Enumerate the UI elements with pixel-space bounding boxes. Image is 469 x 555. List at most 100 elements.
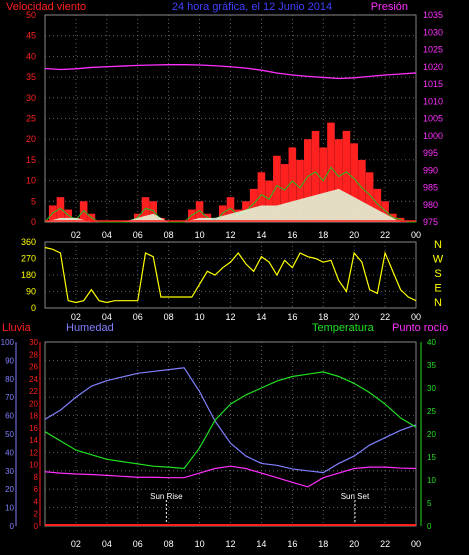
graph-date-title: 24 hora gráfica, el 12 Junio 2014 (172, 1, 332, 13)
pressure-y-tick-label: 975 (423, 217, 438, 227)
direction-x-tick-label: 16 (287, 312, 297, 322)
rain-y-tick-label: 0 (34, 522, 39, 531)
wind-average-area (45, 188, 416, 222)
direction-y-tick-label: 0 (31, 303, 36, 313)
wind-gust-bar (365, 172, 374, 222)
temp-x-tick-label: 18 (318, 539, 328, 549)
compass-label: N (434, 297, 442, 309)
humidity-line (44, 367, 417, 474)
wind-gust-bar (273, 155, 281, 222)
pressure-title: Presión (371, 1, 408, 13)
wind-gust-bar (342, 130, 351, 222)
wind-gust-bar (334, 139, 343, 222)
temp-x-tick-label: 16 (287, 539, 297, 549)
rain-y-tick-label: 16 (29, 424, 38, 433)
rain-y-tick-label: 22 (29, 387, 38, 396)
compass-label: W (433, 254, 444, 266)
wind-x-tick-label: 00 (411, 230, 421, 240)
wind-gust-bar (48, 205, 57, 222)
sunset-label: Sun Set (341, 492, 370, 501)
direction-y-tick-label: 90 (26, 287, 36, 297)
direction-x-tick-label: 12 (225, 312, 235, 322)
wind-x-tick-label: 04 (102, 230, 112, 240)
pressure-y-tick-label: 1005 (423, 114, 443, 124)
humidity-y-tick-label: 50 (5, 430, 14, 439)
humidity-y-tick-label: 40 (5, 448, 14, 457)
wind-y-tick-label: 40 (26, 51, 36, 61)
compass-label: S (434, 268, 441, 280)
wind-gust-bar (265, 180, 273, 222)
dewpoint-line (44, 465, 417, 488)
direction-x-tick-label: 06 (133, 312, 143, 322)
wind-y-tick-label: 10 (26, 176, 36, 186)
wind-gust-bar (195, 201, 204, 222)
wind-gust-bar (226, 197, 235, 222)
humidity-y-tick-label: 100 (1, 338, 15, 347)
direction-x-tick-label: 10 (195, 312, 205, 322)
direction-x-tick-label: 20 (349, 312, 359, 322)
wind-gust-bar (303, 139, 312, 222)
humidity-y-tick-label: 0 (10, 522, 15, 531)
wind-gust-bar (79, 201, 88, 222)
wind-gust-bar (358, 159, 366, 222)
wind-gust-bar (141, 197, 150, 222)
wind-gust-bar (280, 164, 289, 222)
rain-y-tick-label: 8 (34, 473, 39, 482)
direction-y-tick-label: 270 (21, 254, 36, 264)
wind-gust-bar (311, 130, 320, 222)
temp-y-tick-label: 25 (427, 407, 436, 416)
temp-y-tick-label: 35 (427, 361, 436, 370)
rain-y-tick-label: 18 (29, 412, 38, 421)
wind-x-tick-label: 16 (287, 230, 297, 240)
pressure-y-tick-label: 1035 (423, 10, 443, 20)
temp-x-tick-label: 00 (411, 539, 421, 549)
direction-x-tick-label: 04 (102, 312, 112, 322)
rain-y-tick-label: 28 (29, 350, 38, 359)
compass-label: E (434, 283, 441, 295)
direction-x-tick-label: 18 (318, 312, 328, 322)
rain-y-tick-label: 14 (29, 436, 38, 445)
pressure-y-tick-label: 1010 (423, 96, 443, 106)
wind-gust-bar (296, 159, 304, 222)
temperature-line (44, 371, 417, 470)
direction-y-tick-label: 360 (21, 237, 36, 247)
wind-speed-title: Velocidad viento (6, 1, 86, 13)
direction-x-tick-label: 00 (411, 312, 421, 322)
pressure-y-tick-label: 990 (423, 165, 438, 175)
rain-y-tick-label: 30 (29, 338, 38, 347)
temp-y-tick-label: 15 (427, 453, 436, 462)
wind-y-tick-label: 0 (31, 217, 36, 227)
rain-y-tick-label: 12 (29, 448, 38, 457)
temp-x-tick-label: 22 (380, 539, 390, 549)
temp-x-tick-label: 10 (195, 539, 205, 549)
humidity-title: Humedad (66, 322, 114, 334)
wind-gust-bar (381, 201, 389, 222)
wind-x-tick-label: 20 (349, 230, 359, 240)
wind-pressure-panel: 0510152025303540455097598098599099510001… (26, 10, 443, 240)
wind-gust-bar (327, 122, 335, 222)
wind-gust-bar (350, 143, 358, 222)
rain-y-tick-label: 20 (29, 399, 38, 408)
wind-gust-bar (218, 205, 227, 222)
pressure-y-tick-label: 985 (423, 183, 438, 193)
wind-gust-bar (64, 209, 72, 222)
wind-x-tick-label: 22 (380, 230, 390, 240)
rain-y-tick-label: 4 (34, 497, 39, 506)
temp-x-tick-label: 14 (256, 539, 266, 549)
wind-y-tick-label: 25 (26, 114, 36, 124)
temperature-title: Temperatura (312, 322, 375, 334)
wind-y-tick-label: 15 (26, 155, 36, 165)
temp-x-tick-label: 08 (164, 539, 174, 549)
wind-x-tick-label: 10 (195, 230, 205, 240)
wind-x-tick-label: 12 (225, 230, 235, 240)
wind-gust-bar (257, 172, 266, 222)
wind-gust-bar (249, 188, 258, 222)
wind-gust-bar (288, 147, 297, 222)
pressure-y-tick-label: 1025 (423, 45, 443, 55)
temp-y-tick-label: 20 (427, 430, 436, 439)
pressure-y-tick-label: 980 (423, 200, 438, 210)
rain-y-tick-label: 6 (34, 485, 39, 494)
pressure-y-tick-label: 1000 (423, 131, 443, 141)
pressure-y-tick-label: 1030 (423, 27, 443, 37)
